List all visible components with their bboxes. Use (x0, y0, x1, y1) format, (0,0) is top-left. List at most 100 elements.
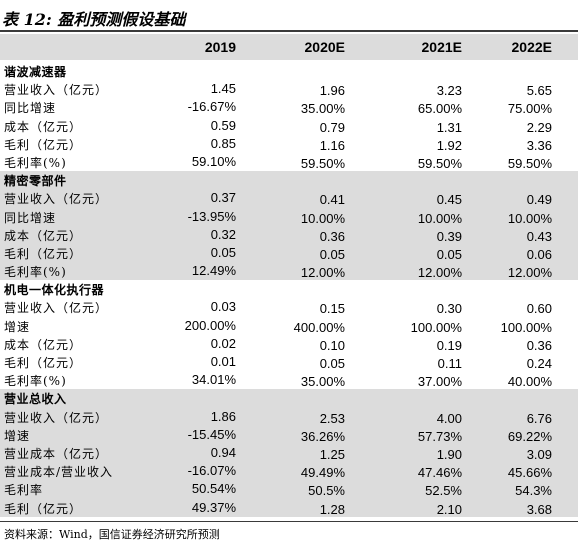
table-row: 毛利（亿元） 0.05 0.05 0.05 0.06 (0, 243, 578, 263)
row-label: 营业收入（亿元） (4, 192, 109, 207)
cell-value: 2.53 (319, 410, 345, 426)
cell-value: 10.00% (507, 210, 552, 226)
cell-value: 34.01% (191, 372, 236, 388)
cell-value: 52.5% (425, 483, 462, 499)
cell-value: 1.86 (210, 408, 236, 424)
cell-value: 5.65 (526, 83, 552, 99)
cell-value: 0.10 (319, 337, 345, 353)
table-row: 毛利率(%) 59.10% 59.50% 59.50% 59.50% (0, 153, 578, 171)
cell-value: 12.00% (507, 265, 552, 281)
row-label: 毛利（亿元） (4, 501, 83, 516)
cell-value: 200.00% (184, 317, 236, 333)
cell-value: 0.05 (319, 246, 345, 262)
table-row: 毛利率 50.54% 50.5% 52.5% 54.3% (0, 480, 578, 499)
table-row: 毛利率(%) 12.49% 12.00% 12.00% 12.00% (0, 262, 578, 281)
row-label: 同比增速 (4, 101, 57, 116)
cell-value: 2.10 (436, 501, 462, 517)
cell-value: 0.24 (526, 356, 552, 371)
cell-value: 54.3% (515, 483, 552, 499)
cell-value: 0.39 (436, 228, 462, 244)
row-label: 毛利（亿元） (4, 137, 83, 152)
cell-value: 0.36 (319, 228, 345, 244)
row-label: 毛利率(%) (4, 374, 67, 389)
cell-value: 3.23 (436, 83, 462, 99)
table-row: 增速 200.00% 400.00% 100.00% 100.00% (0, 317, 578, 335)
cell-value: 0.41 (319, 192, 345, 208)
section-header-row: 机电一体化执行器 (0, 280, 578, 298)
cell-value: 0.30 (436, 301, 462, 317)
table-row: 营业收入（亿元） 0.03 0.15 0.30 0.60 (0, 298, 578, 316)
section-label: 精密零部件 (4, 174, 67, 189)
cell-value: 1.92 (436, 137, 462, 153)
section-label: 谐波减速器 (4, 65, 67, 79)
cell-value: 12.49% (191, 263, 236, 279)
cell-value: 50.5% (308, 483, 345, 499)
table-title: 表 12: 盈利预测假设基础 (2, 10, 186, 29)
cell-value: 35.00% (300, 374, 345, 390)
cell-value: 10.00% (300, 210, 345, 226)
row-label: 增速 (4, 428, 31, 443)
table-row: 毛利（亿元） 0.01 0.05 0.11 0.24 (0, 353, 578, 371)
cell-value: 65.00% (417, 101, 462, 117)
cell-value: 57.73% (417, 428, 462, 444)
cell-value: 0.05 (210, 244, 236, 260)
cell-value: 1.25 (319, 446, 345, 462)
table-row: 成本（亿元） 0.02 0.10 0.19 0.36 (0, 335, 578, 353)
header-year-2021e: 2021E (421, 39, 462, 55)
cell-value: 4.00 (436, 410, 462, 426)
table-header: 2019 2020E 2021E 2022E (0, 34, 578, 60)
table-row: 营业收入（亿元） 0.37 0.41 0.45 0.49 (0, 189, 578, 208)
section-label: 机电一体化执行器 (4, 283, 105, 298)
section-header-row: 谐波减速器 (0, 62, 578, 80)
cell-value: 0.59 (210, 117, 236, 133)
row-label: 毛利（亿元） (4, 246, 83, 261)
cell-value: 59.50% (507, 155, 552, 171)
table-row: 营业收入（亿元） 1.86 2.53 4.00 6.76 (0, 407, 578, 426)
cell-value: -16.07% (187, 463, 236, 479)
cell-value: 0.49 (526, 192, 552, 208)
row-label: 营业收入（亿元） (4, 410, 109, 425)
cell-value: 0.37 (210, 190, 236, 206)
table-row: 营业收入（亿元） 1.45 1.96 3.23 5.65 (0, 80, 578, 98)
cell-value: 59.50% (417, 155, 462, 171)
table-row: 营业成本（亿元） 0.94 1.25 1.90 3.09 (0, 443, 578, 463)
top-rule (0, 30, 578, 32)
row-label: 毛利率(%) (4, 155, 67, 170)
row-label: 营业收入（亿元） (4, 301, 109, 316)
cell-value: 69.22% (507, 428, 552, 444)
cell-value: 0.45 (436, 192, 462, 208)
cell-value: 0.05 (436, 246, 462, 262)
cell-value: 59.10% (191, 153, 236, 169)
table-row: 增速 -15.45% 36.26% 57.73% 69.22% (0, 425, 578, 444)
cell-value: 36.26% (300, 428, 345, 444)
cell-value: 1.28 (319, 501, 345, 517)
table-body: 谐波减速器 营业收入（亿元） 1.45 1.96 3.23 5.65 同比增速 -16.67%… (0, 62, 578, 517)
cell-value: 3.68 (526, 501, 552, 517)
header-year-2019: 2019 (204, 39, 236, 55)
cell-value: 0.05 (319, 356, 345, 371)
source-note: 资料来源：Wind，国信证券经济研究所预测 (4, 528, 220, 541)
cell-value: 0.36 (526, 337, 552, 353)
cell-value: 0.32 (210, 226, 236, 242)
cell-value: 2.29 (526, 119, 552, 135)
cell-value: 47.46% (417, 465, 462, 481)
cell-value: 100.00% (500, 319, 552, 335)
cell-value: 0.19 (436, 337, 462, 353)
section-header-row: 营业总收入 (0, 389, 578, 408)
cell-value: 1.45 (210, 81, 236, 97)
section-header-row: 精密零部件 (0, 171, 578, 190)
cell-value: 35.00% (300, 101, 345, 117)
cell-value: -15.45% (187, 426, 236, 442)
cell-value: 12.00% (300, 265, 345, 281)
table-row: 成本（亿元） 0.32 0.36 0.39 0.43 (0, 225, 578, 244)
cell-value: 1.31 (436, 119, 462, 135)
cell-value: 0.94 (210, 444, 236, 460)
cell-value: 12.00% (417, 265, 462, 281)
row-label: 成本（亿元） (4, 228, 83, 243)
row-label: 同比增速 (4, 210, 57, 225)
cell-value: 1.90 (436, 446, 462, 462)
cell-value: 0.11 (437, 356, 462, 371)
cell-value: 50.54% (191, 481, 236, 497)
cell-value: 3.09 (526, 446, 552, 462)
cell-value: 1.16 (319, 137, 345, 153)
